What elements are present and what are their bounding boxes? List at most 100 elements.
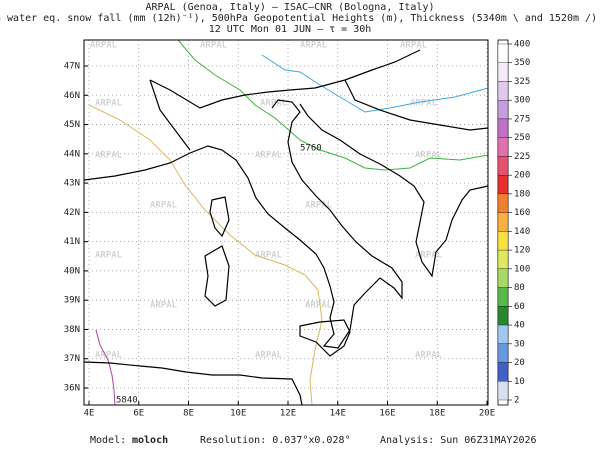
island — [204, 245, 230, 307]
lat-label: 44N — [64, 149, 80, 159]
colorbar-band — [497, 43, 509, 63]
lat-label: 38N — [64, 325, 80, 335]
footer-text: moloch — [132, 435, 168, 446]
watermark: ARPAL — [260, 99, 288, 109]
watermark: ARPAL — [255, 351, 283, 361]
watermark: ARPAL — [150, 201, 178, 211]
colorbar-label: 300 — [514, 96, 530, 106]
thickness-contour — [95, 329, 116, 406]
colorbar-band — [497, 268, 509, 288]
colorbar-label: 120 — [514, 246, 530, 256]
colorbar-label: 60 — [514, 302, 525, 312]
lat-label: 43N — [64, 179, 80, 189]
height-contour — [177, 39, 489, 171]
contour-label: 5840 — [116, 396, 138, 406]
thickness-contour — [88, 104, 323, 406]
lat-label: 46N — [64, 91, 80, 101]
colorbar-band — [497, 212, 509, 232]
colorbar-band — [497, 306, 509, 326]
colorbar-label: 80 — [514, 283, 525, 293]
footer-text: Analysis: Sun 06Z31MAY2026 — [380, 435, 537, 446]
colorbar-label: 2 — [514, 396, 519, 406]
colorbar-band — [497, 362, 509, 382]
colorbar-label: 30 — [514, 339, 525, 349]
watermark: ARPAL — [305, 301, 333, 311]
contours: 5760 5840 — [88, 39, 489, 406]
lat-label: 36N — [64, 384, 80, 394]
lon-label: 12E — [280, 409, 296, 419]
watermark: ARPAL — [415, 151, 443, 161]
watermark: ARPAL — [255, 151, 283, 161]
island — [209, 196, 230, 238]
lon-label: 16E — [379, 409, 395, 419]
watermark: ARPAL — [95, 251, 123, 261]
header-line: 12h water eq. snow fall (mm (12h)⁻¹), 50… — [0, 13, 597, 24]
watermark: ARPAL — [400, 41, 428, 51]
watermarks: ARPAL ARPAL ARPAL ARPAL ARPAL ARPAL ARPA… — [90, 41, 443, 361]
coastline — [83, 361, 303, 406]
footer-text: Resolution: 0.037°x0.028° — [200, 435, 351, 446]
colorbar-band — [497, 175, 509, 195]
colorbar-label: 40 — [514, 321, 525, 331]
colorbar-label: 325 — [514, 77, 530, 87]
lon-label: 14E — [330, 409, 346, 419]
colorbar-band — [497, 156, 509, 176]
colorbar-band — [497, 287, 509, 307]
colorbar-band — [497, 324, 509, 344]
colorbar-label: 10 — [514, 377, 525, 387]
colorbar-label: 140 — [514, 227, 530, 237]
colorbar-band — [497, 343, 509, 363]
watermark: ARPAL — [300, 41, 328, 51]
thickness-contour — [261, 54, 489, 113]
header-line: 12 UTC Mon 01 JUN – τ = 30h — [209, 24, 372, 35]
colorbar-band — [497, 137, 509, 157]
colorbar-label: 400 — [514, 40, 530, 50]
border — [149, 79, 191, 151]
island — [299, 319, 351, 357]
map-frame — [83, 39, 489, 406]
colorbar-band — [497, 193, 509, 213]
colorbar-band — [497, 381, 509, 401]
colorbar-band — [497, 81, 509, 101]
coastline — [299, 103, 489, 278]
lon-label: 20E — [479, 409, 495, 419]
colorbar-label: 20 — [514, 358, 525, 368]
colorbar-label: 180 — [514, 189, 530, 199]
colorbar-label: 100 — [514, 264, 530, 274]
watermark: ARPAL — [200, 41, 228, 51]
watermark: ARPAL — [150, 301, 178, 311]
lon-label: 10E — [230, 409, 246, 419]
colorbar-label: 350 — [514, 58, 530, 68]
colorbar-label: 200 — [514, 171, 530, 181]
axis-labels: 47N 46N 45N 44N 43N 42N 41N 40N 39N 38N 37N 36N 4E 6E… — [64, 62, 495, 419]
watermark: ARPAL — [415, 251, 443, 261]
lon-label: 18E — [429, 409, 445, 419]
colorbar-label: 225 — [514, 152, 530, 162]
colorbar-label: 275 — [514, 114, 530, 124]
colorbar-band — [497, 231, 509, 251]
colorbar-label: 250 — [514, 133, 530, 143]
colorbar-band — [497, 118, 509, 138]
lat-label: 41N — [64, 237, 80, 247]
lat-label: 40N — [64, 266, 80, 276]
lon-label: 6E — [133, 409, 144, 419]
colorbar: 400 350 325 300 275 250 225 200 180 160 140 120 100 8… — [497, 40, 530, 406]
colorbar-band — [497, 100, 509, 120]
watermark: ARPAL — [305, 201, 333, 211]
lat-label: 37N — [64, 354, 80, 364]
header-line: ARPAL (Genoa, Italy) – ISAC–CNR (Bologna… — [146, 2, 435, 13]
colorbar-band — [497, 62, 509, 82]
colorbar-label: 160 — [514, 208, 530, 218]
watermark: ARPAL — [415, 351, 443, 361]
coastline — [83, 99, 403, 349]
lat-label: 39N — [64, 296, 80, 306]
watermark: ARPAL — [410, 99, 438, 109]
lon-label: 8E — [183, 409, 194, 419]
lat-label: 42N — [64, 208, 80, 218]
contour-label: 5760 — [300, 144, 322, 154]
lat-label: 47N — [64, 62, 80, 72]
lon-label: 4E — [84, 409, 95, 419]
watermark: ARPAL — [95, 351, 123, 361]
watermark: ARPAL — [90, 41, 118, 51]
